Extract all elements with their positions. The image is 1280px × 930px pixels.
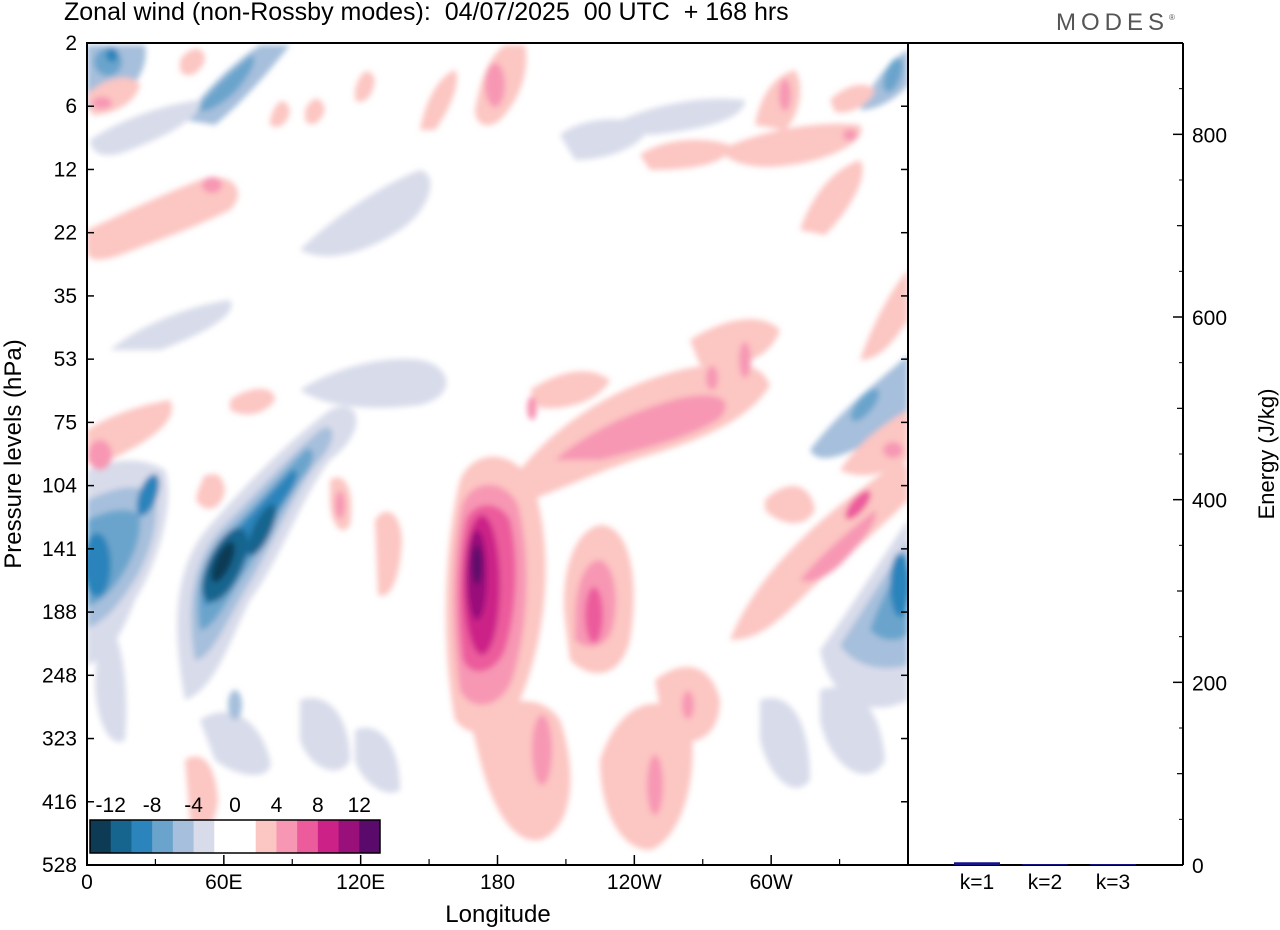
y-tick-label: 248: [42, 664, 77, 687]
colorbar-swatch: [359, 820, 381, 853]
colorbar-swatch: [110, 820, 132, 853]
energy-tick-label: 0: [1192, 855, 1204, 878]
y-tick-label: 75: [54, 411, 77, 434]
westerly-west-side: [87, 48, 275, 831]
westerly-band-75hpa: [520, 319, 780, 500]
colorbar-swatch: [172, 820, 195, 853]
colorbar-label: -12: [96, 794, 126, 817]
colorbar-label: 0: [229, 794, 241, 817]
westerly-120w: [330, 477, 720, 850]
energy-category-label: k=3: [1096, 871, 1130, 894]
energy-category-label: k=1: [960, 871, 994, 894]
energy-axis-label: Energy (J/kg): [1254, 389, 1279, 520]
x-axis-label: Longitude: [445, 901, 550, 928]
y-tick-label: 2: [65, 32, 77, 55]
y-tick-label: 528: [42, 854, 77, 877]
colorbar-label: -8: [143, 794, 162, 817]
energy-bar: [954, 862, 1000, 865]
y-tick-label: 35: [54, 285, 77, 308]
y-tick-label: 53: [54, 348, 77, 371]
x-tick-label: 60W: [750, 871, 793, 894]
energy-tick-label: 400: [1192, 490, 1227, 513]
x-tick-label: 120W: [607, 871, 662, 894]
pressure-axis: 2 6 12 22 35 53 75 104 141 188 248 323 416 528: [42, 32, 908, 877]
colorbar-swatch: [317, 820, 340, 853]
y-tick-label: 12: [54, 158, 77, 181]
colorbar-label: -4: [184, 794, 203, 817]
colorbar: [89, 819, 381, 854]
energy-bars: k=1 k=2 k=3: [954, 862, 1136, 894]
colorbar-swatch: [214, 820, 236, 853]
easterly-upper: [87, 45, 908, 793]
westerly-core-180: [445, 456, 571, 841]
x-tick-label: 120E: [336, 871, 385, 894]
energy-axis: 0 200 400 600 800: [1173, 88, 1227, 878]
y-tick-label: 416: [42, 791, 77, 814]
colorbar-label: 4: [271, 794, 283, 817]
energy-tick-label: 600: [1192, 307, 1227, 330]
colorbar-label: 12: [348, 794, 371, 817]
colorbar-swatch: [338, 820, 360, 853]
zonal-wind-field: [87, 43, 908, 865]
y-axis-label: Pressure levels (hPa): [0, 339, 27, 568]
colorbar-swatch: [276, 820, 298, 853]
energy-tick-label: 800: [1192, 124, 1227, 147]
y-tick-label: 323: [42, 728, 77, 751]
colorbar-label: 8: [312, 794, 324, 817]
colorbar-swatch: [235, 820, 257, 853]
x-tick-label: 180: [480, 871, 515, 894]
colorbar-swatch: [131, 820, 153, 853]
y-tick-label: 188: [42, 601, 77, 624]
x-tick-label: 0: [81, 871, 93, 894]
y-tick-label: 6: [65, 95, 77, 118]
westerly-east-band: [730, 270, 908, 640]
energy-bar: [1090, 864, 1136, 866]
y-tick-label: 104: [42, 475, 77, 498]
easterly-core-60e: [177, 406, 357, 700]
y-tick-label: 22: [54, 222, 77, 245]
brand-mark: ®: [1169, 13, 1175, 22]
x-tick-label: 60E: [205, 871, 242, 894]
brand-text: MODES: [1056, 9, 1170, 36]
colorbar-frame: [89, 819, 381, 854]
energy-category-label: k=2: [1028, 871, 1062, 894]
colorbar-swatch: [255, 820, 277, 853]
easterly-west-edge: [87, 460, 169, 665]
modes-logo: MODES®: [1056, 9, 1175, 37]
westerly-upper: [270, 45, 875, 235]
colorbar-swatch: [193, 820, 215, 853]
energy-bar: [1022, 864, 1068, 866]
longitude-axis: 0 60E 120E 180 120W 60W: [81, 855, 841, 894]
chart-title: Zonal wind (non-Rossby modes): 04/07/202…: [64, 0, 789, 26]
colorbar-swatch: [90, 820, 112, 853]
colorbar-labels: -12 -8 -4 0 4 8 12: [96, 794, 371, 817]
colorbar-swatch: [152, 820, 174, 853]
energy-tick-label: 200: [1192, 672, 1227, 695]
y-tick-label: 141: [42, 538, 77, 561]
colorbar-swatch: [297, 820, 319, 853]
